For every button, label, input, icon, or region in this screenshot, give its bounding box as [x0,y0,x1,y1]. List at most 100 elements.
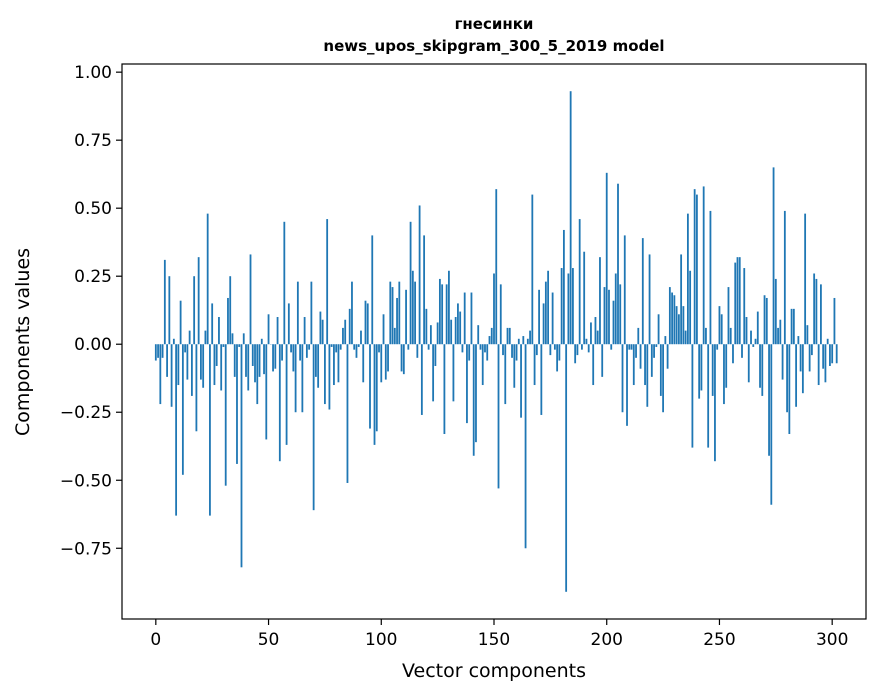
bar-component-224 [660,344,662,396]
bar-component-89 [356,344,358,358]
bar-component-279 [784,211,786,344]
bar-component-170 [538,290,540,344]
bar-component-204 [615,273,617,344]
bar-component-160 [516,344,518,360]
bar-component-120 [425,309,427,344]
bar-component-218 [646,344,648,407]
bar-component-240 [696,195,698,345]
bar-component-117 [419,205,421,344]
bar-component-91 [360,331,362,345]
bar-component-121 [428,344,430,349]
bar-component-123 [432,344,434,401]
bar-component-232 [678,314,680,344]
bar-component-128 [443,344,445,434]
bar-component-276 [777,328,779,344]
bar-component-102 [385,344,387,379]
bar-component-82 [340,344,342,349]
bar-component-54 [277,317,279,344]
bar-component-99 [378,344,380,352]
bar-component-87 [351,282,353,345]
x-tick-label: 300 [816,630,848,650]
bar-component-215 [640,344,642,368]
x-tick-label: 0 [150,630,161,650]
bar-component-20 [200,344,202,379]
bar-component-285 [797,336,799,344]
bar-component-136 [462,344,464,352]
chart-title: гнесинки [455,15,534,33]
bar-component-71 [315,344,317,377]
bar-component-206 [619,284,621,344]
bar-component-201 [608,290,610,344]
bar-component-30 [223,344,225,347]
bar-component-0 [155,344,157,360]
bar-component-294 [818,344,820,385]
bar-component-191 [586,339,588,344]
x-tick-label: 100 [365,630,397,650]
bar-component-264 [750,331,752,345]
bar-component-214 [637,328,639,344]
bar-component-277 [779,320,781,344]
bar-component-6 [168,276,170,344]
bar-component-143 [477,325,479,344]
bar-component-265 [752,344,754,347]
bar-component-110 [403,344,405,374]
bar-component-12 [182,344,184,475]
bar-component-108 [398,282,400,345]
bar-component-23 [207,214,209,345]
bar-component-271 [766,298,768,344]
bar-component-169 [536,344,538,355]
bar-component-19 [198,257,200,344]
bar-component-41 [247,344,249,390]
bar-component-172 [543,303,545,344]
bar-component-93 [365,301,367,345]
bar-component-70 [313,344,315,510]
bar-component-90 [358,344,360,347]
bar-component-9 [175,344,177,515]
bar-component-173 [545,282,547,345]
bar-component-75 [324,344,326,404]
bar-component-291 [811,344,813,355]
bar-component-196 [597,331,599,345]
bar-component-46 [259,344,261,377]
bar-component-261 [743,268,745,344]
bar-component-48 [263,344,265,374]
bar-component-180 [561,268,563,344]
bar-component-28 [218,317,220,344]
bar-component-65 [301,344,303,412]
bar-component-106 [394,328,396,344]
bar-component-49 [265,344,267,439]
bar-component-187 [577,344,579,355]
bar-component-245 [707,344,709,447]
bar-component-288 [804,214,806,345]
bar-component-235 [685,331,687,345]
bar-component-45 [256,344,258,404]
bar-component-94 [367,303,369,344]
bar-component-223 [658,314,660,344]
bar-component-130 [448,271,450,344]
bar-component-137 [464,293,466,345]
bar-component-132 [453,344,455,401]
bar-component-3 [162,344,164,358]
bar-component-286 [800,344,802,371]
bar-component-15 [189,331,191,345]
bar-component-61 [292,344,294,371]
bar-component-86 [349,309,351,344]
bar-component-146 [484,344,486,352]
bar-component-27 [216,344,218,366]
bar-component-144 [480,344,482,349]
bar-component-250 [719,306,721,344]
bar-component-26 [214,344,216,385]
y-axis-ticks: −0.75−0.50−0.250.000.250.500.751.00 [60,63,122,559]
bar-component-11 [180,301,182,345]
bar-component-243 [703,186,705,344]
bar-component-83 [342,328,344,344]
bar-component-156 [507,328,509,344]
bar-component-127 [441,284,443,344]
bar-component-207 [622,344,624,412]
bar-component-193 [590,322,592,344]
bar-component-197 [599,257,601,344]
bar-component-252 [723,344,725,404]
bar-component-194 [592,344,594,385]
bar-component-220 [651,344,653,377]
bar-component-81 [338,344,340,382]
